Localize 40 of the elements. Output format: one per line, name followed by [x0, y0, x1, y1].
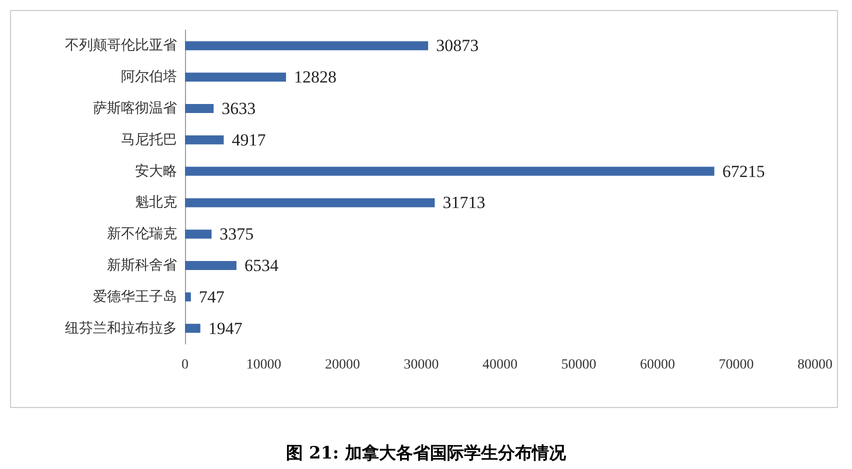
bar	[185, 324, 200, 333]
data-label: 1947	[208, 318, 243, 338]
bar	[185, 41, 428, 50]
x-tick-label: 80000	[798, 358, 832, 372]
y-tick-label: 新不伦瑞克	[107, 226, 177, 242]
text: 图 21: 加拿大各省国际学生分布情况	[286, 444, 567, 464]
y-tick-label: 阿尔伯塔	[121, 69, 177, 86]
x-tick-label: 10000	[246, 358, 282, 372]
data-label: 67215	[722, 162, 765, 181]
x-tick-label: 60000	[640, 358, 675, 372]
data-label: 6534	[244, 256, 279, 275]
data-label: 747	[198, 287, 225, 306]
y-tick-label: 纽芬兰和拉布拉多	[65, 320, 177, 336]
y-tick-label: 新斯科舍省	[107, 258, 177, 274]
data-label: 31713	[442, 193, 486, 212]
bar	[185, 230, 212, 239]
data-label: 3633	[222, 99, 256, 118]
data-label: 3375	[220, 224, 254, 244]
y-tick-label: 不列颠哥伦比亚省	[65, 38, 177, 54]
bar	[185, 72, 286, 82]
x-tick-label: 40000	[482, 358, 518, 372]
x-tick-label: 30000	[404, 358, 439, 372]
bar	[185, 292, 191, 302]
x-tick-label: 20000	[325, 358, 360, 372]
bar	[185, 166, 714, 176]
y-tick-label: 安大略	[135, 163, 177, 180]
data-label: 12828	[294, 68, 337, 87]
x-tick-label: 0	[182, 358, 188, 372]
y-tick-label: 爱德华王子岛	[93, 288, 177, 305]
bar	[185, 198, 435, 208]
data-label: 30873	[436, 36, 479, 56]
bar	[185, 104, 214, 113]
bar	[185, 261, 236, 270]
data-label: 4917	[232, 130, 266, 150]
y-tick-label: 马尼托巴	[121, 132, 177, 148]
x-tick-label: 70000	[718, 358, 754, 372]
y-tick-label: 魁北克	[135, 194, 177, 211]
y-tick-label: 萨斯喀彻温省	[93, 100, 177, 116]
bar	[185, 135, 224, 144]
x-tick-label: 50000	[561, 358, 596, 372]
